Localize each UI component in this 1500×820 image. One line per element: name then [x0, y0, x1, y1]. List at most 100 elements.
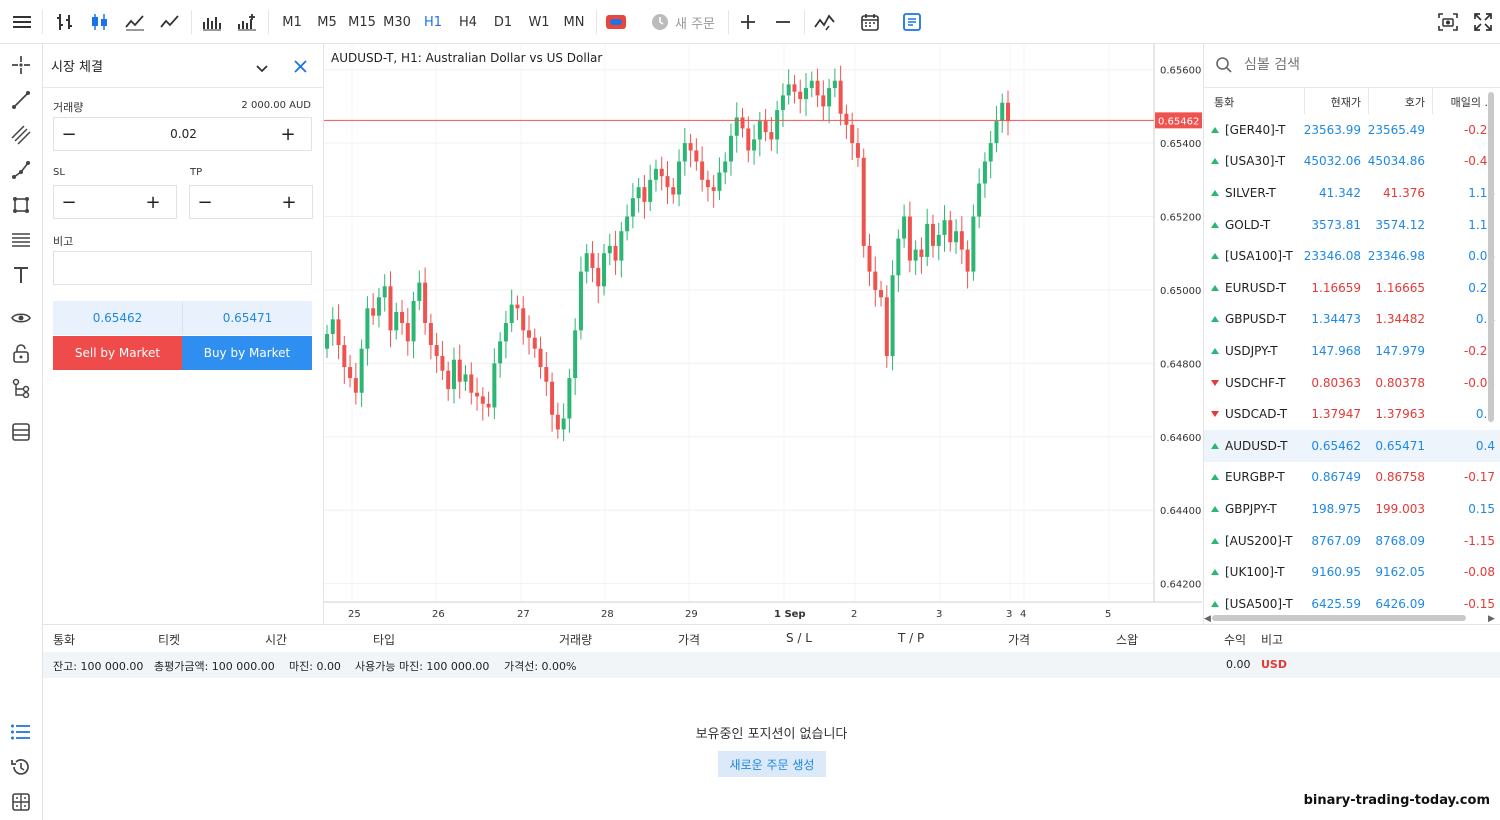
timeframe-m5-button[interactable]: M5 [317, 14, 337, 30]
timeframe-m1-button[interactable]: M1 [282, 14, 302, 30]
arrow-up-icon [1211, 347, 1219, 354]
journal-icon[interactable] [9, 790, 33, 814]
lock-icon[interactable] [9, 341, 33, 365]
indicator-chart-icon[interactable] [235, 8, 259, 36]
watchlist-row[interactable]: [USA100]-T 23346.08 23346.98 0.06 [1204, 240, 1500, 272]
watchlist-row[interactable]: USDCHF-T 0.80363 0.80378 -0.08 [1204, 367, 1500, 399]
horizontal-scrollbar[interactable] [1212, 615, 1466, 621]
col-swap[interactable]: 스왑 [1116, 633, 1139, 647]
watchlist-row[interactable]: AUDUSD-T 0.65462 0.65471 0.4 [1204, 430, 1500, 462]
timeframe-mn-button[interactable]: MN [563, 14, 585, 30]
volume-increase-button[interactable]: + [280, 123, 296, 145]
watchlist-row[interactable]: [UK100]-T 9160.95 9162.05 -0.08 [1204, 556, 1500, 588]
trade-list-icon[interactable] [9, 720, 33, 744]
sl-decrease-button[interactable]: − [61, 191, 77, 213]
timeframe-h1-button[interactable]: H1 [423, 14, 443, 30]
sell-by-market-button[interactable]: Sell by Market [53, 336, 182, 370]
timeframe-d1-button[interactable]: D1 [493, 14, 513, 30]
fibonacci-icon[interactable] [9, 228, 33, 252]
col-comment[interactable]: 비고 [1261, 633, 1284, 647]
watchlist-row[interactable]: EURGBP-T 0.86749 0.86758 -0.17 [1204, 462, 1500, 494]
col-current-price[interactable]: 가격 [1008, 633, 1031, 647]
x-tick-label: 2 [851, 609, 857, 620]
new-order-label: 새 주문 [674, 16, 715, 32]
candle-body [636, 187, 641, 199]
watchlist-row[interactable]: GBPUSD-T 1.34473 1.34482 0.4 [1204, 304, 1500, 336]
screenshot-icon[interactable] [1436, 8, 1460, 36]
timeframe-w1-button[interactable]: W1 [528, 14, 550, 30]
timeframe-h4-button[interactable]: H4 [458, 14, 478, 30]
sl-increase-button[interactable]: + [145, 191, 161, 213]
create-new-order-button[interactable]: 새로운 주문 생성 [718, 751, 826, 777]
scroll-right-icon[interactable]: ▶ [1488, 614, 1495, 624]
symbol-search-input[interactable] [1244, 52, 1484, 78]
volume-decrease-button[interactable]: − [61, 123, 77, 145]
watchlist-row[interactable]: USDJPY-T 147.968 147.979 -0.23 [1204, 335, 1500, 367]
scroll-left-icon[interactable]: ◀ [1204, 614, 1211, 624]
sl-stepper[interactable]: − + [53, 185, 177, 219]
pitchfork-icon[interactable] [9, 158, 33, 182]
timeframe-m15-button[interactable]: M15 [348, 14, 376, 30]
col-type[interactable]: 타입 [373, 633, 396, 647]
bar-chart-icon[interactable] [53, 8, 77, 36]
chevron-down-icon[interactable] [255, 59, 269, 78]
calendar-icon[interactable] [858, 8, 882, 36]
comment-field[interactable] [53, 251, 312, 285]
watchlist-row[interactable]: [USA500]-T 6425.59 6426.09 -0.15 [1204, 588, 1500, 620]
line-chart-icon[interactable] [158, 8, 182, 36]
tp-decrease-button[interactable]: − [197, 191, 213, 213]
area-chart-icon[interactable] [123, 8, 147, 36]
volume-chart-icon[interactable] [200, 8, 224, 36]
timeframe-m30-button[interactable]: M30 [383, 14, 411, 30]
price-chart[interactable]: 0.65600 0.65400 0.65200 0.65000 0.64800 0.646… [324, 44, 1202, 624]
tp-stepper[interactable]: − + [189, 185, 313, 219]
col-symbol[interactable]: 통화 [53, 633, 76, 647]
one-click-trading-icon[interactable] [604, 8, 628, 36]
watchlist-row[interactable]: GBPJPY-T 198.975 199.003 0.15 [1204, 493, 1500, 525]
candlestick-icon[interactable] [88, 8, 112, 36]
volume-value[interactable]: 0.02 [170, 127, 197, 141]
trend-line-icon[interactable] [9, 88, 33, 112]
watchlist-row[interactable]: SILVER-T 41.342 41.376 1.16 [1204, 177, 1500, 209]
crosshair-icon[interactable] [9, 53, 33, 77]
col-sl[interactable]: S / L [786, 631, 812, 645]
col-tp[interactable]: T / P [898, 631, 925, 645]
sl-label: SL [53, 167, 65, 178]
vertical-scrollbar[interactable] [1488, 92, 1494, 422]
news-icon[interactable] [900, 8, 924, 36]
text-icon[interactable] [9, 263, 33, 287]
candlestick-chart[interactable]: 0.65600 0.65400 0.65200 0.65000 0.64800 0.646… [324, 44, 1202, 624]
new-order-button[interactable]: 새 주문 [643, 8, 723, 36]
tp-increase-button[interactable]: + [281, 191, 297, 213]
col-ask-header[interactable]: 호가 [1404, 96, 1425, 109]
menu-icon[interactable] [10, 8, 34, 36]
zoom-in-icon[interactable] [737, 8, 759, 36]
col-profit[interactable]: 수익 [1224, 633, 1247, 647]
col-daily-change-header[interactable]: 매일의 ... [1450, 96, 1495, 109]
indicators-icon[interactable] [813, 8, 837, 36]
col-ticket[interactable]: 티켓 [158, 633, 181, 647]
order-type-select-label[interactable]: 시장 체결 [51, 60, 103, 75]
object-tree-icon[interactable] [9, 376, 33, 400]
watchlist-row[interactable]: [GER40]-T 23563.99 23565.49 -0.23 [1204, 114, 1500, 146]
watchlist-row[interactable]: EURUSD-T 1.16659 1.16665 0.21 [1204, 272, 1500, 304]
buy-by-market-button[interactable]: Buy by Market [182, 336, 312, 370]
col-symbol-header[interactable]: 통화 [1214, 96, 1235, 109]
zoom-out-icon[interactable] [772, 8, 794, 36]
volume-stepper[interactable]: − 0.02 + [53, 117, 312, 151]
col-price[interactable]: 가격 [678, 633, 701, 647]
shapes-icon[interactable] [9, 193, 33, 217]
col-bid-header[interactable]: 현재가 [1330, 96, 1361, 109]
fullscreen-icon[interactable] [1471, 8, 1495, 36]
database-icon[interactable] [9, 420, 33, 444]
history-icon[interactable] [9, 755, 33, 779]
watchlist-row[interactable]: [AUS200]-T 8767.09 8768.09 -1.15 [1204, 525, 1500, 557]
close-icon[interactable] [294, 58, 307, 77]
col-volume[interactable]: 거래량 [559, 633, 593, 647]
channel-icon[interactable] [9, 123, 33, 147]
watchlist-row[interactable]: GOLD-T 3573.81 3574.12 1.15 [1204, 209, 1500, 241]
col-time[interactable]: 시간 [265, 633, 288, 647]
visibility-eye-icon[interactable] [9, 306, 33, 330]
watchlist-row[interactable]: [USA30]-T 45032.06 45034.86 -0.47 [1204, 146, 1500, 178]
watchlist-row[interactable]: USDCAD-T 1.37947 1.37963 0.1 [1204, 398, 1500, 430]
